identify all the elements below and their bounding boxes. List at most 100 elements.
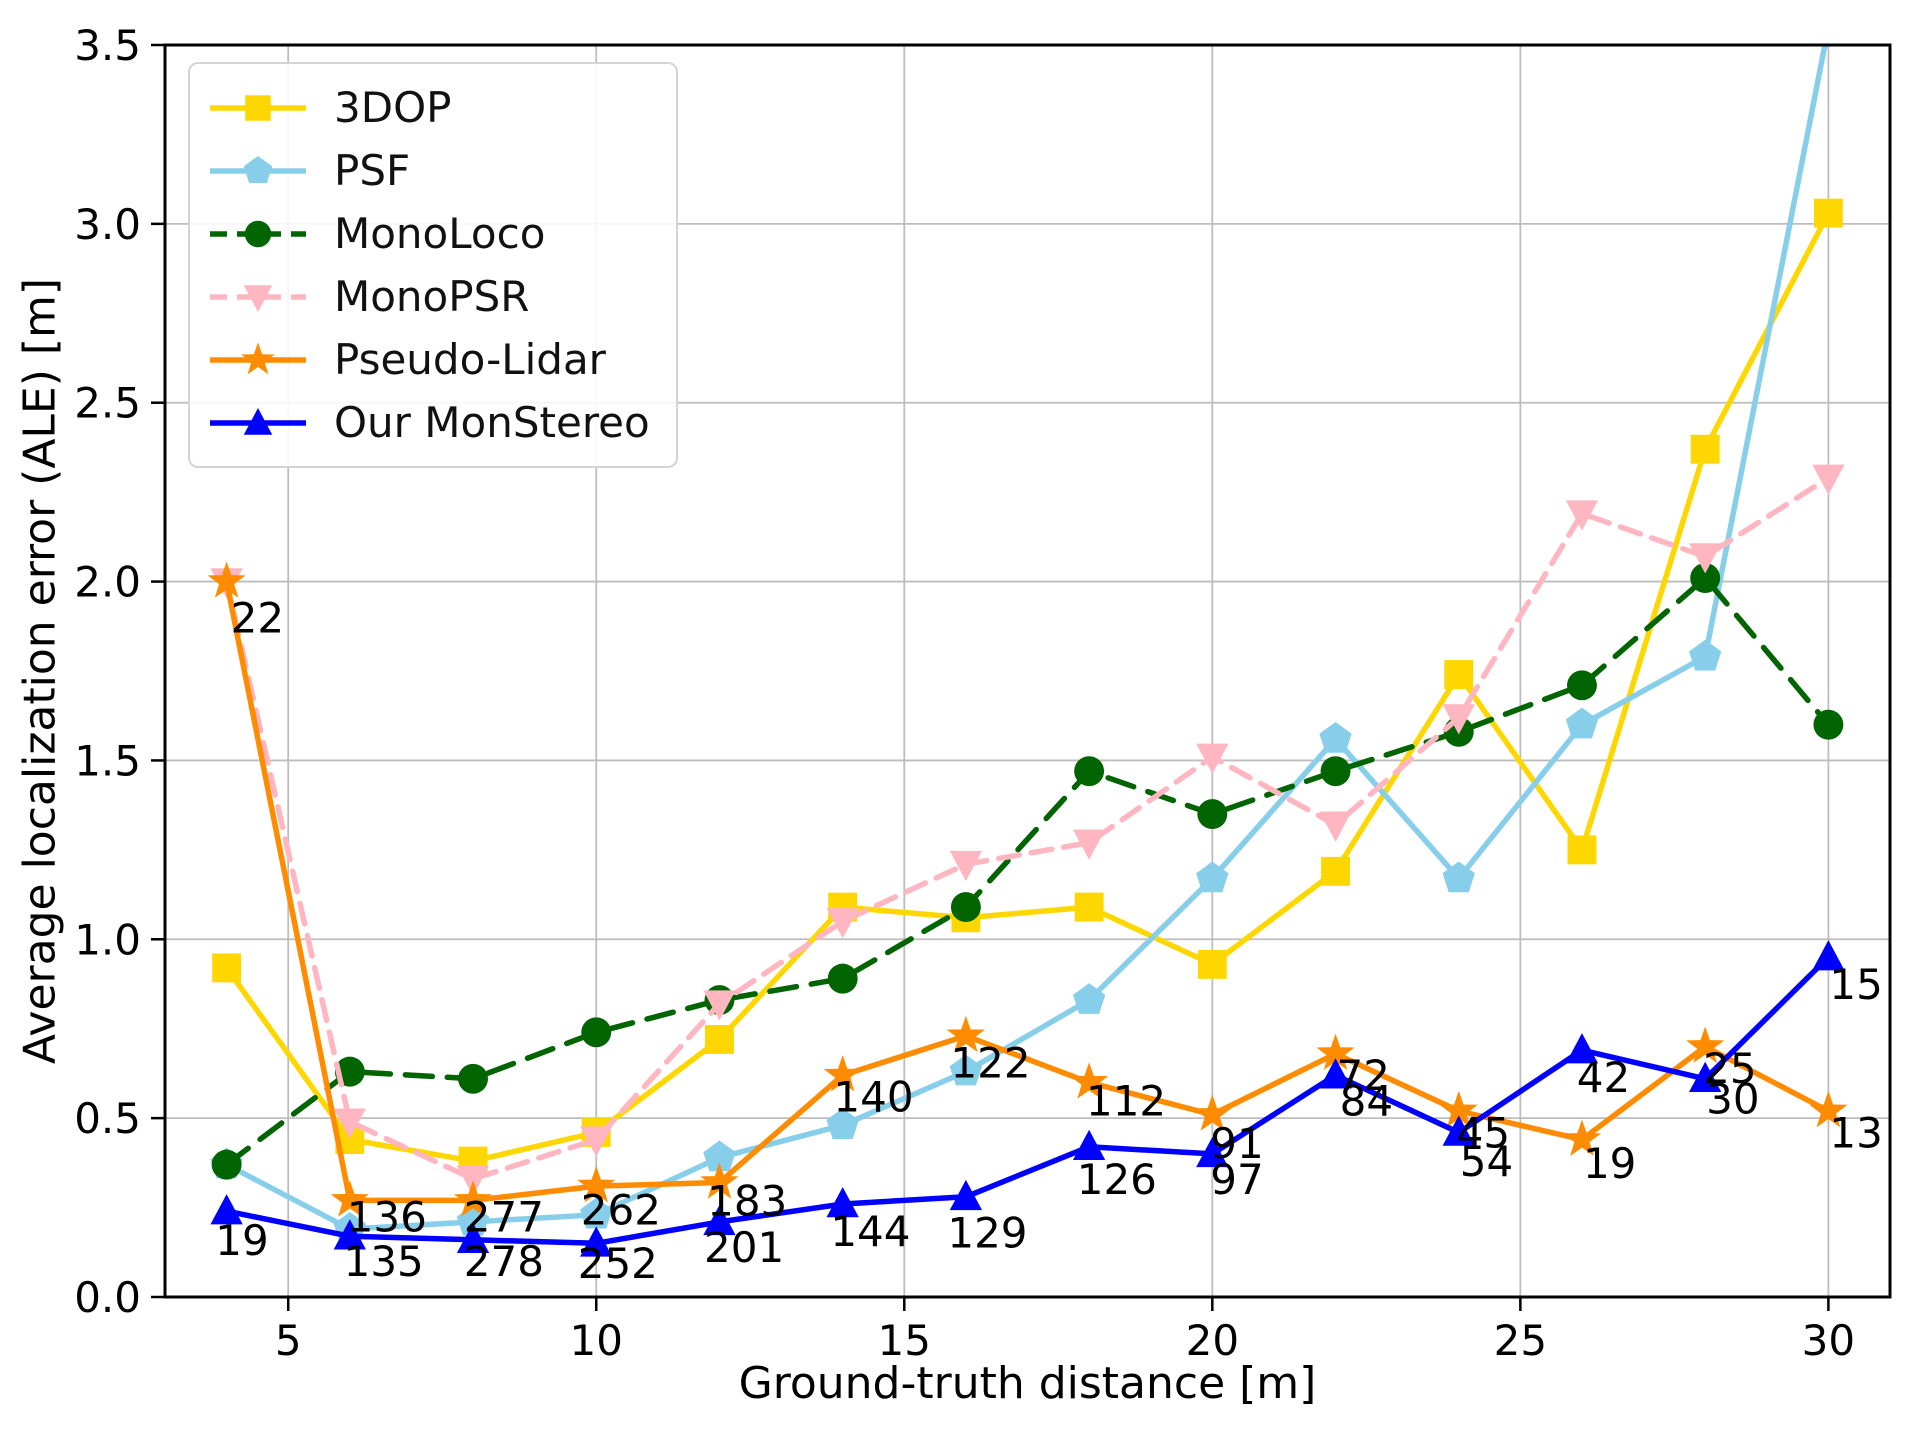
legend-label-monopsr: MonoPSR	[334, 272, 530, 321]
legend-marker-3dop	[245, 94, 271, 121]
marker-monopsr	[1689, 543, 1722, 574]
series-our-monstereo	[210, 940, 1845, 1257]
marker-pseudo-lidar	[453, 1180, 493, 1217]
y-tick-label: 1.0	[74, 915, 141, 964]
count-annotation: 129	[947, 1209, 1027, 1258]
marker-pseudo-lidar	[330, 1180, 369, 1217]
x-tick-label: 15	[878, 1316, 931, 1365]
legend-item-monopsr: MonoPSR	[208, 265, 650, 328]
y-tick-label: 0.0	[74, 1273, 141, 1322]
count-annotation: 45	[1457, 1108, 1510, 1157]
count-annotation: 136	[347, 1193, 427, 1242]
marker-our-monstereo	[826, 1186, 859, 1218]
series-line-3dop	[223, 210, 1832, 1164]
tick-group	[151, 43, 1830, 1311]
legend-label-3dop: 3DOP	[334, 83, 452, 132]
marker-monopsr	[703, 990, 736, 1021]
count-annotation: 42	[1577, 1053, 1630, 1102]
count-annotation: 19	[1583, 1139, 1636, 1188]
marker-monoloco	[827, 963, 858, 994]
count-annotation: 91	[1210, 1119, 1263, 1168]
legend-item-pseudo-lidar: Pseudo-Lidar	[208, 328, 650, 391]
marker-pseudo-lidar	[1070, 1062, 1109, 1099]
y-tick-label: 3.0	[74, 200, 141, 249]
count-annotation: 112	[1086, 1076, 1166, 1125]
marker-psf	[1072, 983, 1106, 1014]
marker-psf	[580, 1197, 613, 1229]
marker-our-monstereo	[949, 1179, 983, 1211]
marker-monoloco	[458, 1063, 488, 1094]
legend-label-our-monstereo: Our MonStereo	[334, 398, 650, 447]
count-annotation: 126	[1077, 1155, 1157, 1204]
count-annotation: 22	[231, 593, 284, 642]
count-annotation: 54	[1460, 1137, 1513, 1186]
count-annotation: 122	[950, 1039, 1030, 1088]
marker-our-monstereo	[703, 1204, 736, 1236]
series-group	[207, 45, 1848, 1257]
marker-our-monstereo	[1812, 940, 1845, 971]
y-tick-label: 1.5	[74, 736, 141, 785]
marker-pseudo-lidar	[1193, 1094, 1232, 1131]
count-annotation: 30	[1706, 1074, 1759, 1123]
legend-marker-monopsr	[243, 284, 273, 312]
marker-our-monstereo	[1442, 1115, 1475, 1146]
y-tick-label: 3.5	[74, 21, 141, 70]
marker-our-monstereo	[210, 1194, 243, 1225]
marker-monoloco	[581, 1017, 612, 1048]
marker-pseudo-lidar	[1562, 1119, 1602, 1156]
legend-item-3dop: 3DOP	[208, 76, 650, 139]
marker-3dop	[1321, 856, 1350, 886]
marker-psf	[1442, 861, 1475, 893]
count-annotation: 19	[215, 1216, 268, 1265]
marker-our-monstereo	[1072, 1129, 1106, 1161]
marker-3dop	[1813, 198, 1843, 228]
legend-item-monoloco: MonoLoco	[208, 202, 650, 265]
marker-monopsr	[1565, 500, 1599, 531]
marker-psf	[1319, 721, 1352, 753]
marker-3dop	[1690, 434, 1720, 464]
marker-pseudo-lidar	[1439, 1090, 1478, 1128]
x-tick-label: 5	[275, 1316, 302, 1365]
y-tick-label: 2.5	[74, 379, 141, 428]
triangle-up-icon	[210, 407, 306, 435]
marker-monoloco	[950, 892, 981, 923]
count-annotation: 25	[1703, 1044, 1756, 1093]
marker-psf	[826, 1108, 859, 1140]
marker-monopsr	[580, 1126, 613, 1157]
marker-psf	[703, 1140, 736, 1172]
legend: 3DOP PSF MonoLoco MonoPSR Pseudo-Lidar Our Mo…	[188, 62, 678, 468]
legend-label-psf: PSF	[334, 146, 411, 195]
count-annotation: 201	[704, 1223, 784, 1272]
x-tick-label: 30	[1802, 1316, 1855, 1365]
count-annotation: 183	[707, 1176, 787, 1225]
marker-our-monstereo	[1689, 1061, 1722, 1093]
x-axis-label: Ground-truth distance [m]	[738, 1358, 1317, 1409]
marker-3dop	[1074, 892, 1104, 922]
count-annotation: 144	[830, 1207, 910, 1256]
legend-item-psf: PSF	[208, 139, 650, 202]
count-annotation: 135	[344, 1237, 424, 1286]
marker-psf	[1565, 707, 1599, 739]
series-line-monopsr	[223, 475, 1832, 1182]
marker-3dop	[212, 953, 242, 983]
triangle-down-icon	[210, 284, 306, 312]
marker-monopsr	[333, 1108, 366, 1139]
x-tick-label: 10	[570, 1316, 623, 1365]
series-psf	[210, 45, 1828, 1243]
marker-monopsr	[1812, 464, 1845, 495]
marker-monoloco	[1690, 563, 1721, 593]
legend-label-pseudo-lidar: Pseudo-Lidar	[334, 335, 606, 384]
count-annotation: 262	[581, 1185, 661, 1234]
count-annotation: 252	[578, 1239, 658, 1288]
marker-monoloco	[1074, 756, 1105, 787]
count-annotation: 15	[1829, 960, 1882, 1009]
x-tick-label: 25	[1494, 1316, 1547, 1365]
marker-monoloco	[211, 1149, 242, 1180]
marker-3dop	[1567, 835, 1597, 865]
count-annotation: 97	[1210, 1155, 1263, 1204]
count-annotation: 84	[1340, 1076, 1393, 1125]
marker-psf	[949, 1054, 983, 1086]
marker-3dop	[705, 1024, 734, 1054]
marker-monopsr	[826, 908, 859, 939]
